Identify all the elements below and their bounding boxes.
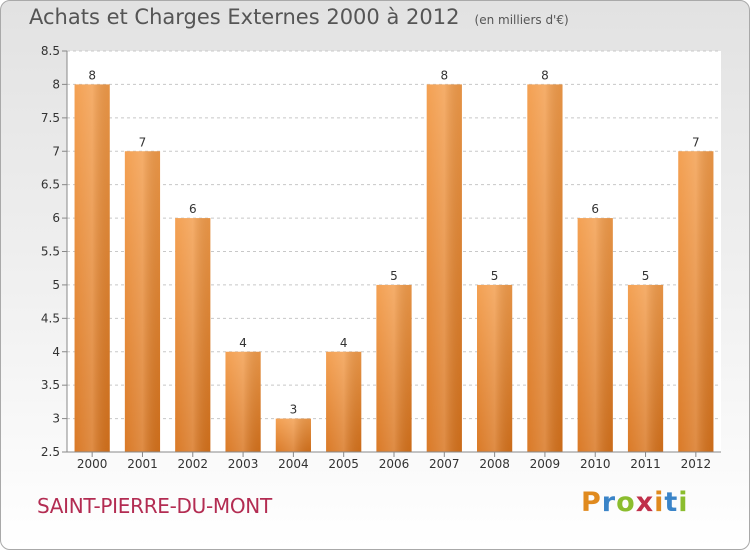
bar-shine <box>275 418 311 452</box>
chart-title-block: Achats et Charges Externes 2000 à 2012 (… <box>29 5 569 29</box>
y-tick-label: 7.5 <box>41 111 60 125</box>
y-tick-label: 5 <box>52 278 60 292</box>
data-label: 4 <box>239 336 247 350</box>
bar-shine <box>426 84 462 453</box>
logo-letter-t: t <box>664 487 679 518</box>
y-tick-label: 7 <box>52 144 60 158</box>
bar-shine <box>225 351 261 452</box>
x-tick-label: 2010 <box>580 457 611 471</box>
proxiti-logo[interactable]: Proxiti <box>581 487 689 518</box>
chart-title: Achats et Charges Externes 2000 à 2012 <box>29 5 460 29</box>
logo-letter-p: P <box>581 487 602 518</box>
data-label: 5 <box>642 269 650 283</box>
data-label: 7 <box>692 135 700 149</box>
x-tick-label: 2012 <box>681 457 712 471</box>
data-label: 4 <box>340 336 348 350</box>
data-label: 3 <box>290 403 298 417</box>
bar-shine <box>326 351 362 452</box>
data-label: 8 <box>541 68 549 82</box>
x-tick-label: 2002 <box>177 457 208 471</box>
data-label: 7 <box>139 135 147 149</box>
y-tick-label: 8 <box>52 77 60 91</box>
x-tick-label: 2011 <box>630 457 661 471</box>
bar-shine <box>577 218 613 452</box>
data-label: 5 <box>390 269 398 283</box>
y-tick-label: 4.5 <box>41 311 60 325</box>
y-axis: 2.5 3 3.5 4 4.5 5 5.5 6 6.5 7 7.5 8 8.5 <box>41 44 67 459</box>
x-tick-label: 2009 <box>530 457 561 471</box>
bar-shine <box>175 218 211 452</box>
data-labels: 8 7 6 4 3 4 5 8 5 8 6 5 7 <box>88 68 699 416</box>
logo-letter-r: r <box>601 487 617 518</box>
y-tick-label: 6.5 <box>41 178 60 192</box>
x-tick-label: 2003 <box>228 457 259 471</box>
bar-shine <box>627 284 664 452</box>
y-tick-label: 3 <box>52 412 60 426</box>
data-label: 6 <box>189 202 197 216</box>
bars <box>74 84 714 453</box>
x-tick-label: 2000 <box>77 457 108 471</box>
data-label: 8 <box>440 68 448 82</box>
logo-letter-x: x <box>635 487 655 518</box>
logo-letter-o: o <box>616 487 636 518</box>
x-tick-label: 2005 <box>328 457 359 471</box>
x-axis: 2000 2001 2002 2003 2004 2005 2006 2007 2008 2009… <box>77 452 711 471</box>
bar-shine <box>477 284 513 452</box>
bar-shine <box>678 151 714 452</box>
bar-shine <box>527 84 563 453</box>
y-tick-label: 5.5 <box>41 245 60 259</box>
logo-letter-i1: i <box>654 487 665 518</box>
place-name: SAINT-PIERRE-DU-MONT <box>37 494 272 518</box>
x-tick-label: 2008 <box>479 457 510 471</box>
chart-subtitle: (en milliers d'€) <box>474 13 569 27</box>
x-tick-label: 2006 <box>379 457 410 471</box>
y-tick-label: 4 <box>52 345 60 359</box>
x-tick-label: 2007 <box>429 457 460 471</box>
x-tick-label: 2004 <box>278 457 309 471</box>
y-tick-label: 2.5 <box>41 445 60 459</box>
y-tick-label: 8.5 <box>41 44 60 58</box>
y-tick-label: 6 <box>52 211 60 225</box>
data-label: 6 <box>591 202 599 216</box>
bar-shine <box>376 284 412 452</box>
bar-shine <box>124 151 161 452</box>
y-tick-label: 3.5 <box>41 378 60 392</box>
logo-letter-i2: i <box>678 487 689 518</box>
x-tick-label: 2001 <box>127 457 158 471</box>
data-label: 8 <box>88 68 96 82</box>
data-label: 5 <box>491 269 499 283</box>
bar-shine <box>74 84 110 453</box>
